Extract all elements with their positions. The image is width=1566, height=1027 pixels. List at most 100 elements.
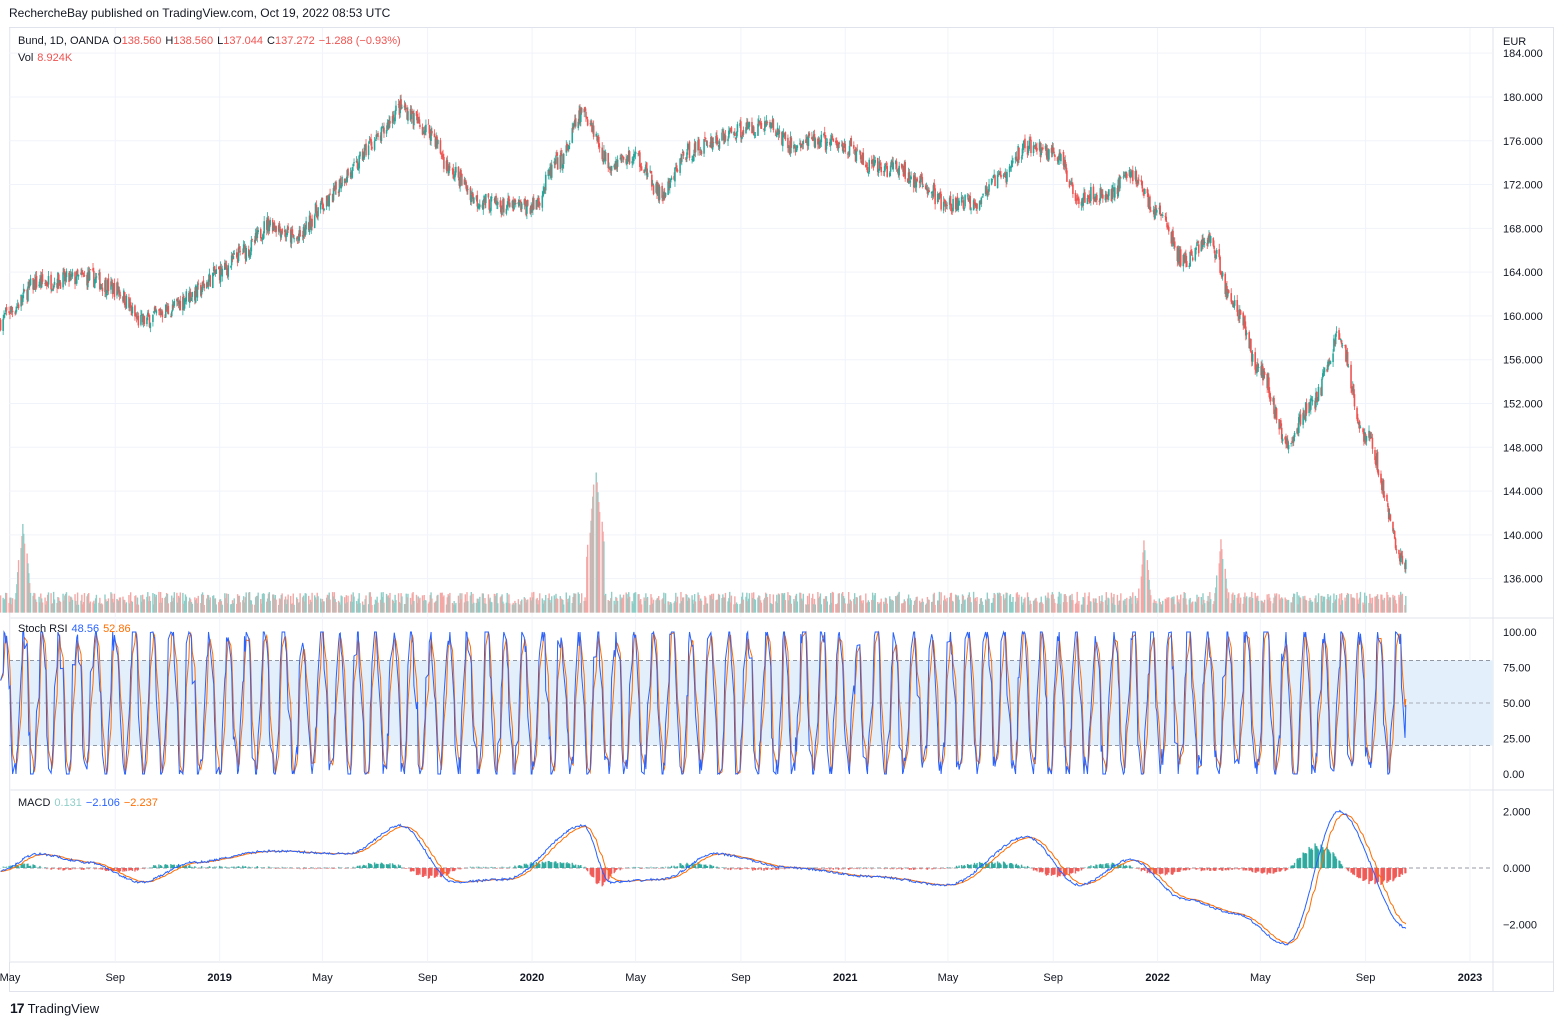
volume-bar (1028, 604, 1030, 613)
candle-body (698, 139, 700, 151)
macd-histogram-bar (1230, 868, 1232, 870)
volume-bar (586, 556, 588, 613)
candle-body (1178, 249, 1180, 264)
volume-bar (1138, 588, 1140, 613)
candle-body (311, 218, 313, 227)
macd-histogram-bar (1198, 868, 1200, 869)
volume-bar (610, 598, 612, 613)
volume-bar (1238, 593, 1240, 613)
volume-bar (236, 594, 239, 613)
volume-bar (212, 595, 214, 613)
candle-body (1110, 189, 1113, 202)
volume-bar (117, 601, 120, 613)
volume-bar (182, 592, 184, 613)
macd-histogram-bar (1119, 864, 1121, 868)
candle-body (1358, 421, 1361, 429)
macd-histogram-bar (1118, 865, 1120, 868)
candle-body (1269, 396, 1272, 402)
volume-bar (437, 594, 439, 613)
volume-bar (460, 599, 462, 613)
volume-bar (20, 548, 22, 613)
macd-histogram-bar (172, 864, 175, 868)
macd-histogram-bar (1141, 868, 1143, 870)
macd-histogram-bar (1345, 867, 1347, 868)
candle-body (692, 154, 695, 161)
volume-bar (428, 601, 431, 613)
candle-body (1004, 173, 1007, 175)
candle-body (171, 304, 174, 311)
volume-bar (70, 597, 73, 613)
candle-body (99, 284, 102, 290)
volume-bar (1035, 597, 1037, 613)
chart-canvas[interactable]: 184.000180.000176.000172.000168.000164.0… (0, 0, 1566, 995)
macd-histogram-bar (80, 868, 82, 870)
macd-histogram-bar (736, 868, 739, 869)
volume-bar (1194, 601, 1196, 613)
macd-histogram-bar (1087, 866, 1090, 868)
macd-histogram-bar (1287, 867, 1290, 868)
macd-histogram-bar (842, 868, 845, 870)
candle-body (316, 212, 319, 219)
macd-histogram-bar (890, 867, 893, 868)
candle-body (1016, 159, 1019, 162)
candle-body (1374, 450, 1376, 461)
macd-histogram-bar (972, 864, 975, 868)
macd-histogram-bar (925, 868, 927, 869)
macd-histogram-bar (155, 866, 158, 868)
volume-bar (614, 604, 616, 613)
price-tick-label: 168.000 (1503, 223, 1543, 235)
footer[interactable]: 17 TradingView (10, 1000, 99, 1016)
volume-bar (542, 603, 544, 613)
macd-histogram-bar (1375, 868, 1377, 884)
macd-histogram-bar (939, 868, 941, 870)
candle-body (411, 111, 414, 115)
volume-bar (657, 597, 659, 613)
volume-bar (239, 602, 241, 613)
candle-body (1018, 147, 1020, 160)
macd-histogram-bar (562, 863, 564, 868)
macd-histogram-bar (323, 867, 325, 868)
macd-histogram-bar (601, 868, 603, 887)
volume-bar (1227, 598, 1229, 613)
volume-bar (997, 594, 1000, 613)
candle-body (1078, 198, 1080, 204)
macd-histogram-bar (1156, 868, 1158, 874)
candle-body (490, 196, 492, 211)
volume-bar (604, 595, 606, 613)
volume-bar (260, 598, 262, 613)
volume-bar (337, 600, 340, 613)
volume-bar (517, 599, 520, 613)
macd-histogram-bar (760, 868, 763, 871)
volume-bar (735, 602, 738, 613)
macd-histogram-bar (652, 867, 655, 868)
volume-bar (583, 601, 585, 613)
candle-body (1002, 174, 1005, 177)
candle-body (811, 137, 813, 140)
macd-histogram-bar (1304, 853, 1306, 868)
candle-body (783, 134, 786, 135)
candle-body (556, 153, 558, 156)
volume-bar (107, 598, 110, 613)
candle-body (832, 138, 835, 142)
candle-body (1239, 310, 1242, 315)
volume-bar (800, 592, 802, 613)
macd-histogram-bar (1048, 868, 1050, 874)
volume-bar (566, 598, 568, 613)
candle-body (745, 127, 747, 134)
candle-body (1179, 249, 1182, 266)
volume-bar (1202, 593, 1204, 613)
volume-bar (1237, 594, 1239, 613)
macd-histogram-bar (1042, 868, 1044, 872)
candle-body (207, 279, 210, 286)
macd-histogram-bar (111, 868, 113, 871)
macd-histogram-bar (1101, 865, 1103, 868)
volume-bar (476, 598, 478, 613)
volume-bar (331, 592, 334, 613)
volume-bar (269, 600, 271, 613)
candle-body (597, 136, 600, 148)
volume-bar (601, 521, 603, 613)
macd-histogram-bar (1334, 856, 1337, 868)
volume-bar (367, 604, 370, 613)
macd-histogram-bar (826, 868, 828, 870)
candle-body (973, 201, 976, 205)
